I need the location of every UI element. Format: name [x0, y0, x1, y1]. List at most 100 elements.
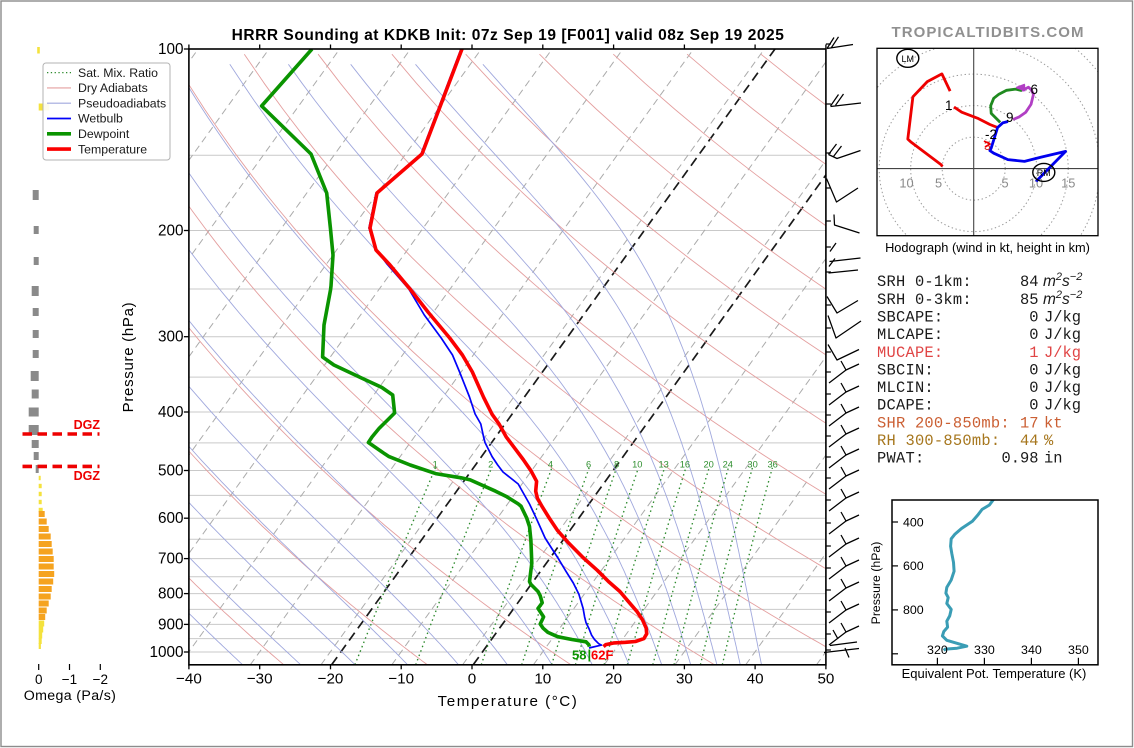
svg-text:500: 500 — [158, 463, 184, 480]
svg-text:4: 4 — [548, 460, 553, 470]
svg-text:DGZ: DGZ — [74, 418, 101, 432]
svg-text:SRH 0-1km:: SRH 0-1km: — [877, 273, 972, 291]
svg-text:RH 300-850mb:: RH 300-850mb: — [877, 432, 1000, 450]
svg-text:10: 10 — [534, 671, 551, 688]
svg-text:1: 1 — [1029, 344, 1038, 362]
svg-text:9: 9 — [1006, 110, 1014, 125]
svg-text:5: 5 — [1001, 176, 1008, 191]
svg-text:DGZ: DGZ — [74, 469, 101, 483]
svg-text:0: 0 — [1029, 326, 1038, 344]
svg-text:100: 100 — [158, 41, 184, 58]
svg-text:400: 400 — [903, 515, 924, 529]
svg-text:44: 44 — [1020, 432, 1038, 450]
svg-text:−20: −20 — [318, 671, 344, 688]
svg-text:−2: −2 — [93, 672, 108, 687]
svg-text:400: 400 — [158, 404, 184, 421]
svg-text:SBCIN:: SBCIN: — [877, 361, 934, 379]
svg-text:600: 600 — [903, 559, 924, 573]
svg-text:Wetbulb: Wetbulb — [78, 112, 123, 126]
svg-text:0.98: 0.98 — [1002, 450, 1039, 468]
svg-text:RM: RM — [1037, 168, 1051, 178]
svg-text:24: 24 — [723, 460, 733, 470]
svg-text:0: 0 — [1029, 361, 1038, 379]
svg-text:10: 10 — [632, 460, 642, 470]
svg-text:10: 10 — [899, 176, 913, 191]
svg-text:0: 0 — [1029, 309, 1038, 327]
svg-text:6: 6 — [586, 460, 591, 470]
svg-text:62F: 62F — [591, 648, 613, 663]
svg-text:0: 0 — [1029, 379, 1038, 397]
svg-text:330: 330 — [974, 643, 995, 657]
svg-text:2: 2 — [488, 460, 493, 470]
svg-text:Equivalent Pot. Temperature (K: Equivalent Pot. Temperature (K) — [902, 666, 1087, 681]
svg-text:17: 17 — [1020, 414, 1038, 432]
svg-text:LM: LM — [902, 54, 915, 64]
svg-text:DCAPE:: DCAPE: — [877, 397, 934, 415]
svg-text:84: 84 — [1020, 273, 1038, 291]
svg-text:350: 350 — [1068, 643, 1089, 657]
svg-text:20: 20 — [605, 671, 622, 688]
svg-text:13: 13 — [659, 460, 669, 470]
svg-text:PWAT:: PWAT: — [877, 450, 924, 468]
svg-text:−1: −1 — [62, 672, 77, 687]
svg-text:1: 1 — [945, 98, 953, 113]
svg-text:%: % — [1044, 432, 1054, 450]
svg-text:−30: −30 — [247, 671, 273, 688]
svg-text:Pressure (hPa): Pressure (hPa) — [120, 302, 137, 413]
svg-text:600: 600 — [158, 510, 184, 527]
svg-text:Temperature: Temperature — [78, 142, 147, 156]
svg-text:Dry Adiabats: Dry Adiabats — [78, 81, 148, 95]
svg-text:1: 1 — [433, 460, 438, 470]
svg-text:Omega (Pa/s): Omega (Pa/s) — [24, 688, 117, 704]
svg-text:MLCAPE:: MLCAPE: — [877, 326, 943, 344]
svg-text:Dewpoint: Dewpoint — [78, 127, 130, 141]
svg-text:SBCAPE:: SBCAPE: — [877, 309, 943, 327]
svg-text:SHR 200-850mb:: SHR 200-850mb: — [877, 414, 1010, 432]
svg-text:50: 50 — [817, 671, 834, 688]
svg-text:kt: kt — [1044, 414, 1062, 432]
svg-text:36: 36 — [768, 460, 778, 470]
svg-text:Pseudoadiabats: Pseudoadiabats — [78, 96, 166, 110]
svg-text:40: 40 — [747, 671, 764, 688]
svg-text:300: 300 — [158, 329, 184, 346]
svg-text:800: 800 — [903, 603, 924, 617]
svg-text:J/kg: J/kg — [1044, 361, 1081, 379]
svg-text:0: 0 — [468, 671, 476, 688]
svg-text:J/kg: J/kg — [1044, 397, 1081, 415]
svg-text:−40: −40 — [176, 671, 202, 688]
svg-text:SRH 0-3km:: SRH 0-3km: — [877, 291, 972, 309]
svg-text:J/kg: J/kg — [1044, 326, 1081, 344]
svg-text:15: 15 — [1061, 176, 1075, 191]
svg-text:900: 900 — [158, 616, 184, 633]
svg-text:−10: −10 — [388, 671, 414, 688]
svg-text:200: 200 — [158, 223, 184, 240]
svg-text:|: | — [588, 647, 592, 662]
svg-text:-2: -2 — [985, 127, 997, 142]
svg-text:m2s−2: m2s−2 — [1043, 271, 1082, 290]
svg-text:Hodograph (wind in kt, height: Hodograph (wind in kt, height in km) — [885, 240, 1090, 255]
svg-text:30: 30 — [747, 460, 757, 470]
svg-text:m2s−2: m2s−2 — [1043, 289, 1082, 308]
svg-text:1000: 1000 — [149, 644, 183, 661]
svg-text:5: 5 — [935, 176, 942, 191]
svg-text:320: 320 — [927, 643, 948, 657]
svg-text:0: 0 — [1029, 397, 1038, 415]
svg-text:16: 16 — [680, 460, 690, 470]
svg-text:20: 20 — [704, 460, 714, 470]
svg-text:700: 700 — [158, 551, 184, 568]
svg-text:30: 30 — [676, 671, 693, 688]
svg-text:85: 85 — [1020, 291, 1038, 309]
svg-text:58: 58 — [572, 648, 586, 663]
svg-text:HRRR Sounding at KDKB Init: 07: HRRR Sounding at KDKB Init: 07z Sep 19 [… — [232, 27, 785, 44]
svg-text:J/kg: J/kg — [1044, 344, 1081, 362]
svg-text:8: 8 — [614, 460, 619, 470]
svg-text:6: 6 — [1031, 82, 1039, 97]
svg-text:800: 800 — [158, 586, 184, 603]
svg-text:Sat. Mix. Ratio: Sat. Mix. Ratio — [78, 66, 158, 80]
svg-text:Temperature (°C): Temperature (°C) — [438, 693, 579, 710]
svg-text:Pressure (hPa): Pressure (hPa) — [869, 542, 883, 625]
svg-text:0: 0 — [35, 672, 43, 687]
svg-text:J/kg: J/kg — [1044, 379, 1081, 397]
svg-text:MUCAPE:: MUCAPE: — [877, 344, 943, 362]
svg-text:TROPICALTIDBITS.COM: TROPICALTIDBITS.COM — [892, 24, 1085, 41]
